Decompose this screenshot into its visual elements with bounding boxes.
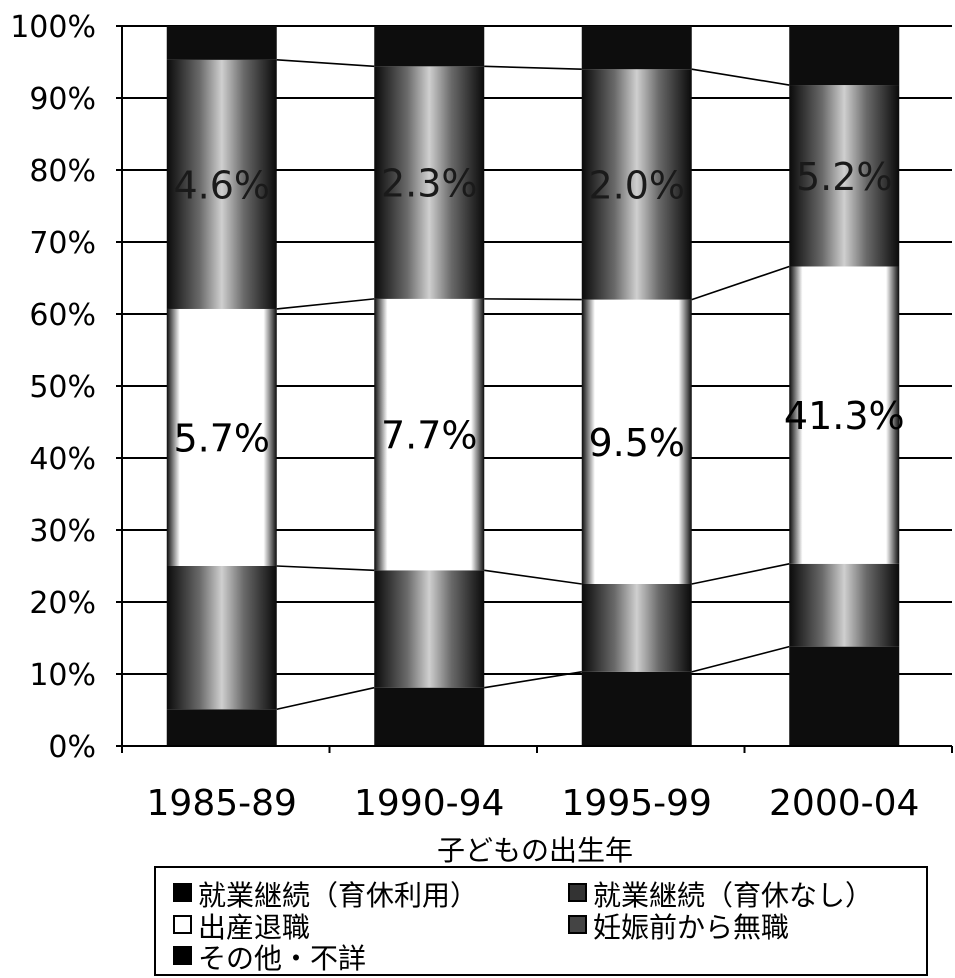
x-axis-title: 子どもの出生年 [437, 834, 633, 867]
bar-segment [789, 266, 900, 564]
bar-segment [374, 570, 485, 688]
legend-label: 就業継続（育休利用） [198, 879, 478, 912]
x-tick-label: 1990-94 [354, 783, 504, 824]
y-tick-label: 30% [29, 514, 96, 549]
series-connector [276, 59, 375, 68]
y-tick-label: 50% [29, 370, 96, 405]
series-connector [484, 65, 582, 70]
data-label: 4.6% [173, 163, 270, 207]
data-label: 5.2% [796, 155, 893, 199]
series-connector [276, 565, 375, 572]
bars-layer [166, 26, 900, 746]
data-label: 2.3% [381, 162, 478, 206]
data-label: 2.0% [588, 163, 685, 207]
series-connector [276, 298, 375, 310]
series-connector [484, 671, 582, 689]
bar-segment [581, 26, 692, 70]
x-tick-label: 1985-89 [147, 783, 297, 824]
bar-segment [789, 85, 900, 267]
series-connector [691, 68, 790, 86]
bar-segment [581, 69, 692, 300]
bar-segment [581, 299, 692, 584]
series-connector [691, 645, 790, 673]
x-axis: 1985-89 1990-94 1995-99 2000-04 [121, 745, 953, 824]
legend-swatch [173, 915, 192, 934]
legend-swatch [173, 883, 192, 902]
bar-segment [789, 563, 900, 647]
y-tick-label: 70% [29, 226, 96, 261]
bar-segment [166, 709, 277, 746]
y-axis: 0% 10% 20% 30% 40% 50% 60% 70% 80% 90% 100% [10, 10, 123, 765]
y-tick-label: 100% [10, 10, 96, 45]
bar-segment [166, 308, 277, 566]
data-label: 7.7% [381, 414, 478, 458]
series-connector [691, 563, 790, 585]
y-tick-label: 60% [29, 298, 96, 333]
bar-segment [374, 298, 485, 571]
x-tick-label: 2000-04 [769, 783, 919, 824]
y-tick-label: 40% [29, 442, 96, 477]
bar-segment [374, 26, 485, 67]
legend-swatch [568, 915, 587, 934]
bar-labels-layer: 5.7% 4.6% 7.7% 2.3% 9.5% 2.0% 41.3% 5.2% [173, 155, 904, 465]
series-connector [276, 686, 375, 711]
legend-label: その他・不詳 [198, 942, 366, 975]
y-tick-label: 10% [29, 658, 96, 693]
bar-segment [581, 584, 692, 672]
y-tick-label: 90% [29, 82, 96, 117]
data-label: 5.7% [173, 416, 270, 460]
series-connector [484, 569, 582, 585]
bar-segment [374, 687, 485, 746]
y-tick-label: 80% [29, 154, 96, 189]
connector-lines [276, 59, 790, 711]
legend-swatch [568, 883, 587, 902]
legend-label: 妊娠前から無職 [593, 911, 789, 944]
bar-segment [166, 59, 277, 309]
legend-label: 就業継続（育休なし） [593, 879, 873, 912]
y-tick-label: 20% [29, 586, 96, 621]
bar-segment [166, 566, 277, 710]
data-label: 41.3% [784, 394, 905, 438]
y-tick-label: 0% [48, 730, 96, 765]
data-label: 9.5% [588, 421, 685, 465]
bar-segment [789, 646, 900, 746]
bar-segment [581, 671, 692, 746]
bar-segment [166, 26, 277, 60]
legend-label: 出産退職 [198, 911, 310, 944]
series-connector [484, 298, 582, 301]
legend-box [154, 866, 928, 976]
bar-segment [789, 26, 900, 86]
series-connector [691, 265, 790, 301]
x-tick-label: 1995-99 [562, 783, 712, 824]
bar-segment [374, 66, 485, 299]
legend-swatch [173, 946, 192, 965]
